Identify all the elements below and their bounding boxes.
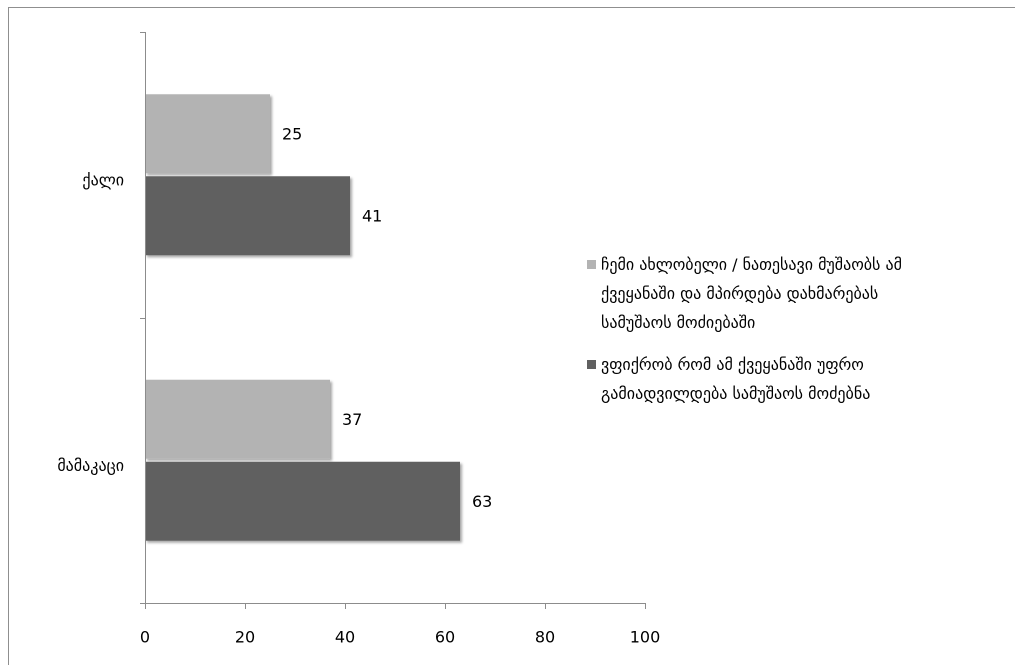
legend-label-line: ჩემი ახლობელი / ნათესავი მუშაობს ამ [601, 255, 902, 274]
bar-series-2-category-2 [145, 461, 460, 541]
x-tick-label-20: 20 [235, 628, 255, 647]
labels-group: 25 41 ქალი 37 63 მამაკაცი 0 20 40 60 80 100 [57, 124, 660, 646]
legend-swatch-2 [587, 360, 596, 369]
legend-label-line: გამიადვილდება სამუშაოს მოძებნა [601, 384, 871, 403]
chart-frame [8, 7, 1015, 665]
category-label-1: ქალი [82, 170, 124, 189]
legend-label-line: სამუშაოს მოძიებაში [601, 313, 756, 332]
bar-series-1-category-2 [145, 379, 330, 459]
axes-group [140, 32, 646, 609]
bars-group [145, 94, 460, 541]
data-label-series-1-category-2: 37 [342, 410, 362, 429]
legend-swatch-1 [587, 260, 596, 269]
legend-label-1: ჩემი ახლობელი / ნათესავი მუშაობს ამ ქვეყ… [601, 250, 902, 337]
data-label-series-2-category-1: 41 [362, 206, 382, 225]
x-tick-label-100: 100 [630, 628, 661, 647]
legend: ჩემი ახლობელი / ნათესავი მუშაობს ამ ქვეყ… [587, 250, 902, 408]
x-tick-label-0: 0 [140, 628, 150, 647]
legend-label-line: ქვეყანაში და მპირდება დახმარებას [601, 284, 879, 303]
legend-label-2: ვფიქრობ რომ ამ ქვეყანაში უფრო გამიადვილდ… [601, 350, 902, 408]
x-tick-label-40: 40 [335, 628, 355, 647]
bar-series-1-category-1 [145, 94, 270, 174]
bar-series-2-category-1 [145, 176, 350, 256]
category-label-2: მამაკაცი [57, 456, 124, 475]
data-label-series-2-category-2: 63 [472, 492, 492, 511]
x-tick-label-80: 80 [535, 628, 555, 647]
legend-item-1: ჩემი ახლობელი / ნათესავი მუშაობს ამ ქვეყ… [587, 250, 902, 337]
data-label-series-1-category-1: 25 [282, 124, 302, 143]
legend-label-line: ვფიქრობ რომ ამ ქვეყანაში უფრო [601, 355, 864, 374]
legend-item-2: ვფიქრობ რომ ამ ქვეყანაში უფრო გამიადვილდ… [587, 350, 902, 408]
x-tick-label-60: 60 [435, 628, 455, 647]
